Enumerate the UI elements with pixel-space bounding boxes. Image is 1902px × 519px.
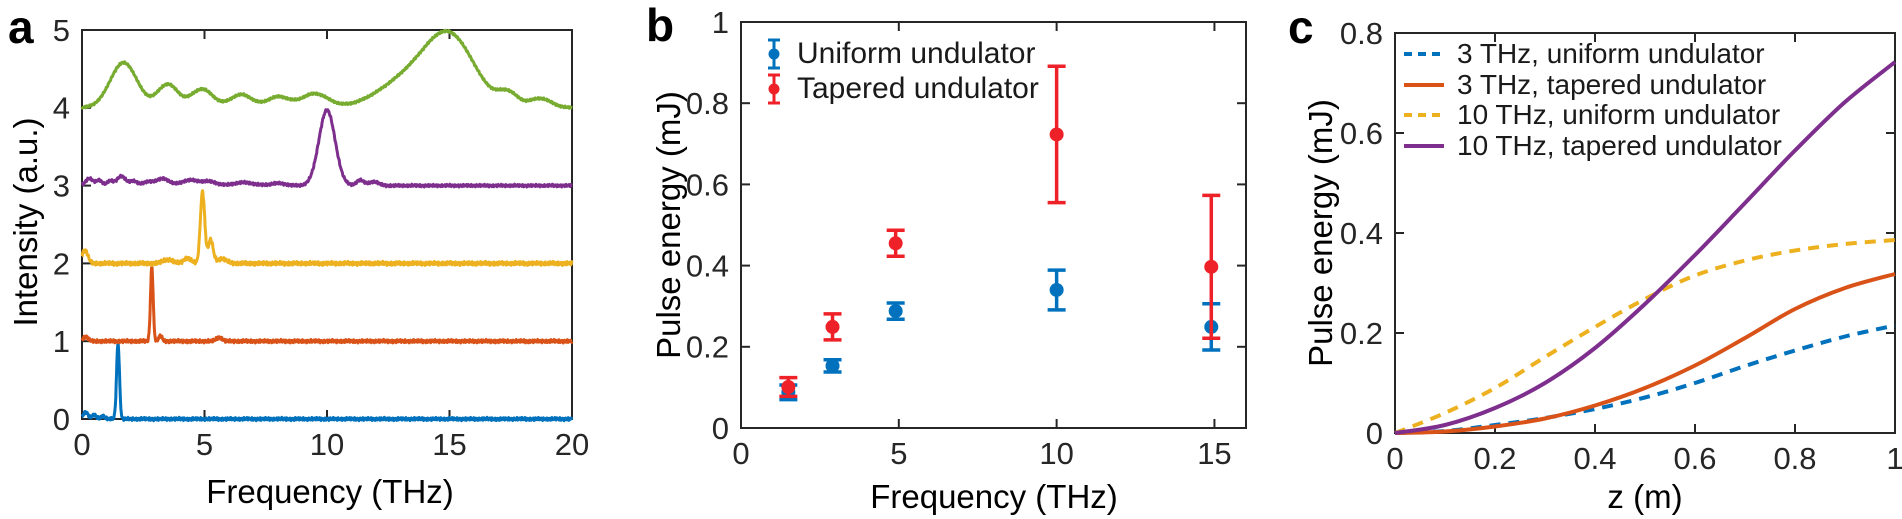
x-tick-label: 5 xyxy=(196,427,213,462)
errorbar-marker-icon xyxy=(766,72,782,106)
legend-label: 10 THz, uniform undulator xyxy=(1457,99,1781,131)
x-tick-label: 10 xyxy=(310,427,344,462)
data-point xyxy=(1049,127,1064,142)
x-tick-label: 10 xyxy=(1039,436,1073,471)
y-tick-label: 1 xyxy=(712,5,729,40)
y-tick-label: 0.2 xyxy=(1340,316,1383,351)
x-tick-label: 15 xyxy=(1197,436,1231,471)
panel-b-series-0 xyxy=(779,268,1221,402)
panel-b-xlabel: Frequency (THz) xyxy=(870,478,1118,515)
panel-b-ylabel: Pulse energy (mJ) xyxy=(650,91,687,359)
panel-c-curve-2 xyxy=(1394,238,1896,435)
legend-label: 3 THz, uniform undulator xyxy=(1457,38,1765,70)
legend-label: Uniform undulator xyxy=(797,36,1036,70)
panel-b-series-1 xyxy=(779,64,1221,399)
y-tick-label: 0 xyxy=(1366,416,1383,451)
solid-line-icon xyxy=(1403,81,1445,89)
panel-a-ylabel: Intensity (a.u.) xyxy=(7,117,44,327)
x-tick-label: 20 xyxy=(555,427,589,462)
data-point xyxy=(888,236,903,251)
panel-a-xlabel: Frequency (THz) xyxy=(206,473,454,510)
panel-a-spectrum-0 xyxy=(80,342,574,423)
y-tick-label: 0 xyxy=(712,411,729,446)
y-tick-label: 0.4 xyxy=(686,248,729,283)
legend-item-10thz-tapered: 10 THz, tapered undulator xyxy=(1403,129,1782,162)
y-tick-label: 3 xyxy=(53,168,70,203)
x-tick-label: 5 xyxy=(890,436,907,471)
y-tick-label: 5 xyxy=(53,13,70,48)
y-tick-label: 2 xyxy=(53,246,70,281)
panel-c-ylabel: Pulse energy (mJ) xyxy=(1302,99,1339,367)
panel-a-spectrum-4 xyxy=(80,28,574,110)
legend-item-10thz-uniform: 10 THz, uniform undulator xyxy=(1403,99,1782,131)
legend-label: 10 THz, tapered undulator xyxy=(1457,129,1782,161)
y-tick-label: 0.4 xyxy=(1340,216,1383,251)
legend-item-uniform-undulator: Uniform undulator xyxy=(766,36,1039,71)
y-tick-label: 0.6 xyxy=(1340,116,1383,151)
data-point xyxy=(1204,259,1219,274)
panel-a-spectrum-2 xyxy=(80,189,574,267)
data-point xyxy=(1049,282,1064,297)
legend-item-tapered-undulator: Tapered undulator xyxy=(766,71,1039,106)
y-tick-label: 0.2 xyxy=(686,330,729,365)
data-point xyxy=(888,304,903,319)
axes-box xyxy=(740,21,1247,429)
data-point xyxy=(825,358,840,373)
data-point xyxy=(825,319,840,334)
panel-c-xlabel: z (m) xyxy=(1607,478,1683,515)
x-tick-label: 0.2 xyxy=(1473,441,1516,476)
solid-line-icon xyxy=(1403,142,1445,150)
y-tick-label: 0.8 xyxy=(686,86,729,121)
panel-a-spectrum-1 xyxy=(80,265,574,345)
y-tick-label: 0 xyxy=(53,402,70,437)
x-tick-label: 0 xyxy=(73,427,90,462)
x-tick-label: 0.4 xyxy=(1573,441,1616,476)
panel-b-axes: 0 5 10 15 0 0.2 0.4 0.6 0.8 1 xyxy=(686,5,1247,471)
panel-b-legend: Uniform undulator Tapered undulator xyxy=(766,36,1039,106)
panel-c-letter: c xyxy=(1288,1,1314,53)
data-point xyxy=(781,379,796,394)
legend-label: 3 THz, tapered undulator xyxy=(1457,68,1767,100)
legend-label: Tapered undulator xyxy=(797,71,1039,105)
y-tick-label: 0.6 xyxy=(686,167,729,202)
panel-c-legend: 3 THz, uniform undulator 3 THz, tapered … xyxy=(1403,38,1782,162)
panel-a-axes: 0 5 10 15 20 0 1 2 3 4 5 xyxy=(53,13,589,462)
x-tick-label: 0 xyxy=(1386,441,1403,476)
x-tick-label: 0 xyxy=(732,436,749,471)
x-tick-label: 0.8 xyxy=(1773,441,1816,476)
x-tick-label: 1 xyxy=(1886,441,1902,476)
legend-item-3thz-tapered: 3 THz, tapered undulator xyxy=(1403,68,1782,101)
y-tick-label: 1 xyxy=(53,324,70,359)
dashed-line-icon xyxy=(1403,50,1445,58)
panel-a-letter: a xyxy=(8,1,34,53)
y-tick-label: 4 xyxy=(53,91,70,126)
dashed-line-icon xyxy=(1403,111,1445,119)
panel-b-letter: b xyxy=(646,0,675,51)
y-tick-label: 0.8 xyxy=(1340,16,1383,51)
panel-c-curve-1 xyxy=(1394,272,1896,435)
panel-c-curve-3 xyxy=(1394,60,1897,435)
panel-a-spectrum-3 xyxy=(80,108,574,189)
errorbar-marker-icon xyxy=(766,37,782,71)
panel-c-axes: 0 0.2 0.4 0.6 0.8 1 0 0.2 0.4 0.6 0.8 xyxy=(1340,16,1902,476)
x-tick-label: 0.6 xyxy=(1673,441,1716,476)
legend-item-3thz-uniform: 3 THz, uniform undulator xyxy=(1403,38,1782,70)
x-tick-label: 15 xyxy=(432,427,466,462)
